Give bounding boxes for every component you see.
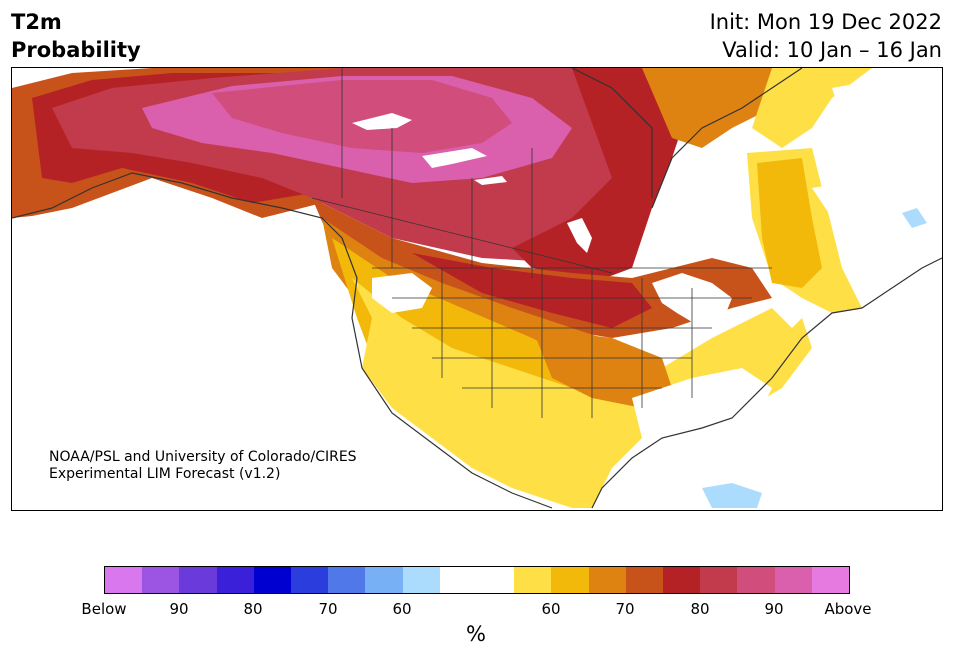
colorbar-swatch: [216, 567, 254, 593]
coastlines: [12, 68, 942, 509]
colorbar-tick-above-80: 80: [690, 600, 710, 618]
title-line-1: T2m: [11, 10, 62, 34]
region-neutral-west: [372, 273, 432, 313]
colorbar-tick-below-80: 80: [243, 600, 263, 618]
colorbar-tick-above-60: 60: [541, 600, 561, 618]
lake-athabasca: [474, 176, 507, 185]
title-line-2: Probability: [11, 38, 141, 62]
region-us-north: [312, 198, 772, 338]
colorbar-swatch: [514, 567, 552, 593]
colorbar-swatch: [179, 567, 217, 593]
lake-great-slave: [422, 148, 487, 168]
colorbar-swatch: [291, 567, 329, 593]
map-svg: [12, 68, 942, 510]
colorbar-swatch: [253, 567, 292, 593]
region-cold-cuba: [702, 483, 762, 508]
colorbar-swatch: [439, 567, 478, 593]
colorbar-swatch: [737, 567, 775, 593]
valid-range: Valid: 10 Jan – 16 Jan: [722, 38, 942, 62]
colorbar-swatch: [625, 567, 664, 593]
region-canada-core: [212, 80, 512, 153]
colorbar-swatch: [477, 567, 515, 593]
probability-map: [11, 67, 943, 511]
region-southwest-yellow: [352, 278, 792, 508]
colorbar-tick-below-90: 90: [169, 600, 189, 618]
colorbar-unit: %: [466, 622, 486, 646]
colorbar-swatch: [365, 567, 403, 593]
colorbar-tick-below-60: 60: [392, 600, 412, 618]
colorbar-swatch: [588, 567, 626, 593]
colorbar: [104, 566, 850, 594]
colorbar-swatch: [551, 567, 589, 593]
credit-line-2: Experimental LIM Forecast (v1.2): [49, 466, 281, 482]
colorbar-swatch: [142, 567, 180, 593]
region-neutral-northeast: [812, 178, 912, 278]
colorbar-tick-below: Below: [81, 600, 127, 618]
map-title: T2m Probability: [11, 8, 141, 64]
colorbar-swatch: [700, 567, 738, 593]
colorbar-tick-above-90: 90: [764, 600, 784, 618]
region-cold-east: [902, 208, 927, 228]
region-neutral-greenland: [832, 68, 942, 188]
colorbar-tick-above-70: 70: [615, 600, 635, 618]
region-east-orange: [757, 158, 822, 288]
colorbar-swatch: [663, 567, 701, 593]
lake-winnipeg: [567, 218, 592, 253]
region-neutral-southeast: [632, 368, 772, 458]
colorbar-swatch: [105, 567, 143, 593]
forecast-dates: Init: Mon 19 Dec 2022 Valid: 10 Jan – 16…: [710, 8, 942, 64]
colorbar-swatch: [811, 567, 850, 593]
lake-great-bear: [352, 113, 412, 130]
political-borders: [311, 68, 772, 418]
colorbar-swatch: [402, 567, 440, 593]
credit-text: NOAA/PSL and University of Colorado/CIRE…: [49, 449, 357, 483]
colorbar-tick-above: Above: [824, 600, 872, 618]
credit-line-1: NOAA/PSL and University of Colorado/CIRE…: [49, 449, 357, 465]
colorbar-swatch: [328, 567, 366, 593]
colorbar-swatch: [774, 567, 812, 593]
colorbar-tick-below-70: 70: [318, 600, 338, 618]
region-quebec: [512, 68, 692, 283]
init-date: Init: Mon 19 Dec 2022: [709, 10, 942, 34]
